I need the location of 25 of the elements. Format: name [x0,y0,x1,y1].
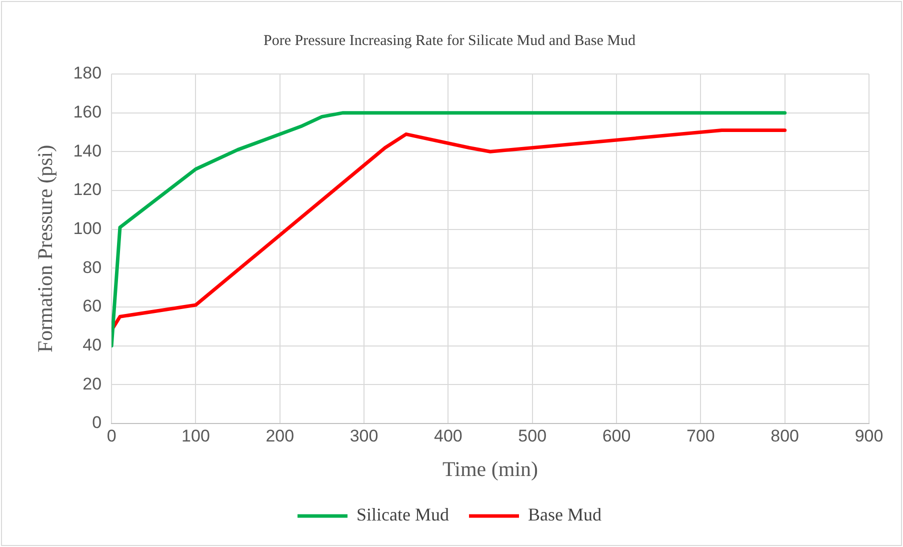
y-tick-label: 100 [73,218,102,238]
x-tick-label: 600 [602,426,631,446]
y-tick-label: 180 [73,64,102,83]
x-tick-label: 800 [770,426,800,446]
y-tick-label: 0 [92,413,102,432]
y-tick-label: 80 [82,258,102,277]
x-tick-label: 100 [182,426,210,446]
x-tick-label: 200 [266,426,294,446]
x-tick-label: 0 [106,426,116,446]
chart-title: Pore Pressure Increasing Rate for Silicate Mud and Base Mud [264,32,636,49]
x-tick-label: 500 [518,426,547,446]
y-tick-label: 60 [82,296,102,316]
x-tick-label: 700 [686,426,715,446]
y-tick-label: 40 [82,335,102,354]
x-tick-label: 300 [350,426,378,446]
y-tick-label: 20 [82,374,102,394]
legend-label: Silicate Mud [356,504,450,525]
x-tick-label: 900 [854,426,884,446]
y-tick-label: 140 [73,141,102,160]
x-axis-title: Time (min) [442,456,538,481]
y-tick-label: 160 [73,102,102,122]
x-tick-label: 400 [434,426,462,446]
legend-label: Base Mud [528,504,602,525]
y-tick-label: 120 [73,180,102,200]
y-axis-title: Formation Pressure (psi) [33,144,58,353]
